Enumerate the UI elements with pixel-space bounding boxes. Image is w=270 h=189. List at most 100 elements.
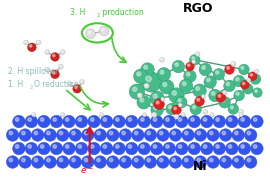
Circle shape	[187, 64, 190, 66]
Circle shape	[100, 142, 113, 155]
Circle shape	[144, 156, 157, 168]
Circle shape	[163, 83, 167, 87]
Circle shape	[144, 83, 149, 89]
Circle shape	[44, 129, 56, 141]
Circle shape	[209, 89, 221, 102]
Circle shape	[240, 114, 241, 115]
Circle shape	[211, 92, 215, 95]
Circle shape	[53, 145, 56, 148]
Circle shape	[192, 60, 196, 64]
Circle shape	[210, 131, 213, 135]
Circle shape	[29, 45, 32, 47]
Circle shape	[141, 72, 161, 92]
Circle shape	[219, 96, 230, 108]
Circle shape	[129, 84, 145, 99]
Circle shape	[250, 74, 261, 84]
Circle shape	[216, 145, 219, 148]
Circle shape	[102, 28, 104, 31]
Circle shape	[160, 70, 164, 74]
Circle shape	[190, 103, 201, 115]
Circle shape	[169, 129, 182, 141]
Circle shape	[82, 129, 94, 141]
Circle shape	[160, 158, 163, 162]
Circle shape	[233, 75, 245, 87]
Circle shape	[178, 118, 182, 121]
Circle shape	[195, 96, 204, 106]
Circle shape	[211, 114, 212, 115]
Circle shape	[239, 64, 249, 75]
Circle shape	[25, 115, 38, 128]
Circle shape	[46, 51, 47, 52]
Circle shape	[72, 158, 75, 162]
Circle shape	[182, 82, 186, 86]
Circle shape	[199, 63, 212, 76]
Circle shape	[196, 87, 200, 90]
Circle shape	[219, 129, 232, 141]
Circle shape	[153, 145, 157, 148]
Circle shape	[213, 115, 226, 128]
Circle shape	[172, 91, 176, 95]
Circle shape	[15, 118, 19, 121]
Circle shape	[125, 115, 138, 128]
Circle shape	[222, 158, 226, 162]
Circle shape	[244, 129, 257, 141]
Circle shape	[59, 65, 61, 67]
Circle shape	[61, 51, 63, 52]
Circle shape	[244, 156, 257, 168]
Circle shape	[97, 131, 100, 135]
Circle shape	[193, 84, 206, 98]
Circle shape	[247, 158, 251, 162]
Circle shape	[201, 115, 213, 128]
Circle shape	[147, 158, 150, 162]
Circle shape	[251, 142, 263, 155]
Circle shape	[100, 114, 101, 115]
Circle shape	[24, 40, 29, 45]
Circle shape	[56, 129, 69, 141]
Circle shape	[141, 145, 144, 148]
Circle shape	[176, 96, 187, 108]
Text: Ni: Ni	[193, 160, 207, 173]
Circle shape	[174, 107, 176, 110]
Circle shape	[51, 70, 59, 79]
Circle shape	[9, 158, 13, 162]
Circle shape	[228, 104, 239, 114]
Circle shape	[172, 60, 185, 73]
Circle shape	[141, 63, 154, 76]
Circle shape	[103, 145, 107, 148]
Circle shape	[37, 41, 39, 42]
Circle shape	[78, 118, 82, 121]
Circle shape	[122, 131, 125, 135]
Circle shape	[188, 142, 201, 155]
Circle shape	[51, 53, 59, 61]
Circle shape	[166, 145, 169, 148]
Circle shape	[58, 64, 63, 69]
Circle shape	[88, 31, 91, 34]
Circle shape	[46, 68, 47, 69]
Circle shape	[34, 158, 38, 162]
Circle shape	[153, 94, 157, 98]
Circle shape	[161, 97, 165, 101]
Circle shape	[169, 156, 182, 168]
Circle shape	[175, 115, 176, 117]
Circle shape	[47, 158, 50, 162]
Circle shape	[137, 95, 150, 109]
Circle shape	[9, 131, 13, 135]
Circle shape	[25, 142, 38, 155]
Circle shape	[238, 115, 251, 128]
Circle shape	[172, 131, 176, 135]
Circle shape	[175, 63, 178, 66]
Circle shape	[203, 118, 207, 121]
Circle shape	[88, 142, 100, 155]
Circle shape	[73, 84, 82, 93]
Circle shape	[254, 118, 257, 121]
Circle shape	[203, 109, 208, 114]
Text: $e^-$: $e^-$	[80, 166, 94, 176]
Circle shape	[232, 62, 233, 64]
Circle shape	[231, 61, 236, 66]
Circle shape	[143, 113, 147, 117]
Circle shape	[216, 118, 219, 121]
Circle shape	[60, 50, 65, 55]
Circle shape	[195, 52, 200, 57]
Circle shape	[254, 69, 259, 74]
Circle shape	[239, 113, 243, 117]
